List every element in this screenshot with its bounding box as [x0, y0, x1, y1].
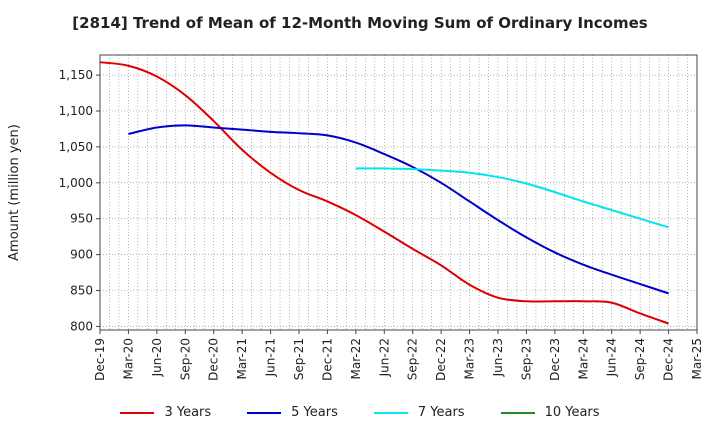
x-tick-label: Sep-23: [519, 338, 533, 380]
x-tick-label: Dec-24: [662, 338, 676, 381]
legend-swatch: [373, 411, 408, 414]
x-tick-label: Mar-23: [463, 338, 477, 379]
legend-label: 7 Years: [417, 405, 465, 420]
x-tick-label: Jun-22: [377, 338, 391, 377]
series-lines: [99, 61, 669, 325]
x-tick-label: Mar-22: [349, 338, 363, 379]
y-axis-title: Amount (million yen): [7, 124, 22, 261]
y-tick-label: 1,000: [59, 176, 93, 190]
legend-item: 7 Years: [373, 405, 465, 420]
x-tick-label: Dec-19: [93, 338, 107, 381]
x-tick-label: Dec-21: [320, 338, 334, 381]
legend-label: 10 Years: [544, 405, 600, 420]
y-tick-label: 1,100: [59, 104, 93, 118]
x-tick-label: Mar-20: [121, 338, 135, 379]
plot-area: [100, 55, 697, 330]
series-line-3-years: [99, 61, 669, 325]
y-tick-label: 900: [70, 248, 93, 262]
x-tick-label: Mar-21: [235, 338, 249, 379]
legend-label: 3 Years: [164, 405, 212, 420]
y-tick-label: 850: [70, 284, 93, 298]
x-tick-label: Sep-21: [292, 338, 306, 380]
legend-swatch: [120, 411, 155, 414]
x-tick-label: Dec-20: [207, 338, 221, 381]
y-axis-ticks: 800 850 900 950 1,000 1,050 1,100 1,150: [59, 68, 100, 333]
legend-swatch: [247, 411, 282, 414]
legend-swatch: [500, 411, 535, 414]
plot-frame: [99, 54, 698, 331]
x-tick-label: Jun-23: [491, 338, 505, 377]
y-tick-label: 800: [70, 319, 93, 333]
x-tick-label: Jun-20: [150, 338, 164, 377]
y-tick-label: 1,050: [59, 140, 93, 154]
y-tick-label: 950: [70, 212, 93, 226]
x-tick-label: Jun-24: [605, 338, 619, 377]
legend-item: 5 Years: [247, 405, 338, 420]
legend-item: 10 Years: [500, 405, 600, 420]
x-tick-label: Dec-22: [434, 338, 448, 381]
legend-item: 3 Years: [120, 405, 211, 420]
x-axis-ticks: Dec-19 Mar-20 Jun-20 Sep-20 Dec-20 Mar-21 Jun-…: [93, 330, 704, 381]
y-tick-label: 1,150: [59, 68, 93, 82]
x-tick-label: Dec-23: [548, 338, 562, 381]
x-tick-label: Jun-21: [264, 338, 278, 377]
x-tick-label: Sep-20: [178, 338, 192, 380]
x-tick-label: Mar-24: [576, 338, 590, 379]
x-tick-label: Sep-24: [633, 338, 647, 380]
grid-lines: [100, 55, 697, 330]
x-tick-label: Sep-22: [406, 338, 420, 380]
legend: 3 Years 5 Years 7 Years 10 Years: [0, 405, 720, 420]
chart-title: [2814] Trend of Mean of 12-Month Moving …: [72, 14, 648, 32]
legend-label: 5 Years: [291, 405, 338, 420]
x-tick-label: Mar-25: [690, 338, 704, 379]
series-line-7-years: [355, 167, 669, 229]
series-line-5-years: [128, 124, 669, 295]
